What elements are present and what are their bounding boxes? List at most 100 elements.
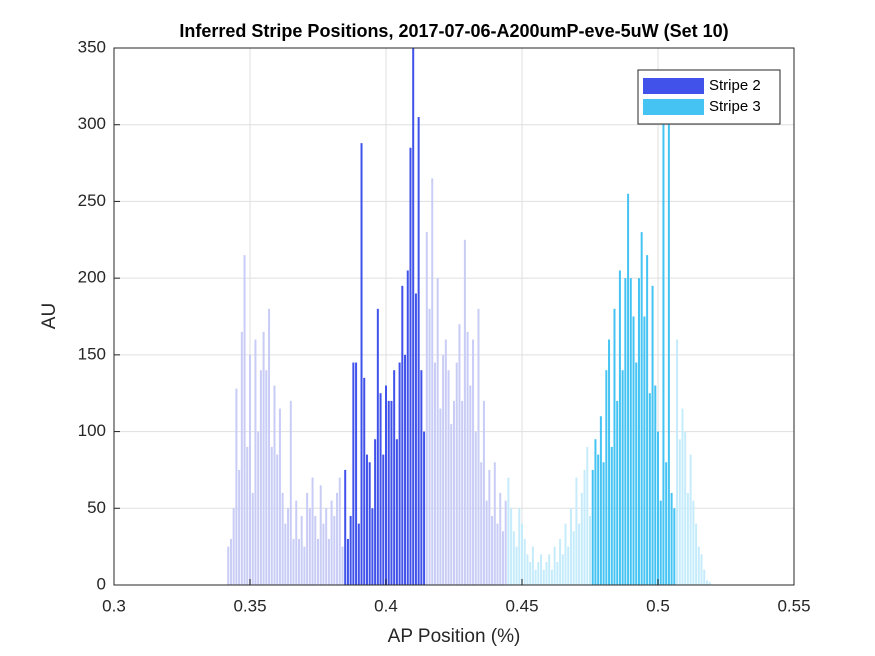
bar	[559, 538, 562, 585]
x-tick-label: 0.45	[505, 596, 538, 615]
bar	[466, 331, 469, 585]
bar	[708, 581, 711, 585]
bar	[684, 431, 687, 585]
bar	[472, 339, 475, 585]
bar	[496, 523, 499, 585]
bar	[692, 500, 695, 585]
bar	[401, 285, 404, 585]
bar	[695, 523, 698, 585]
bar	[436, 278, 439, 585]
bar	[387, 400, 390, 585]
y-tick-label: 150	[78, 344, 106, 363]
bar	[265, 370, 268, 585]
bar	[317, 538, 319, 585]
bar	[518, 508, 521, 585]
bar	[670, 492, 673, 585]
bar	[327, 538, 330, 585]
bar	[635, 362, 638, 585]
bar	[605, 370, 608, 585]
bar	[491, 515, 494, 585]
bar	[368, 462, 371, 585]
bar	[681, 408, 684, 585]
bar	[439, 408, 442, 585]
bar	[608, 339, 611, 585]
axes-box	[113, 47, 795, 586]
bar	[374, 439, 377, 585]
bar	[482, 400, 485, 585]
bar	[589, 515, 591, 585]
bar	[355, 362, 358, 585]
bar	[501, 531, 504, 585]
x-tick-label: 0.35	[233, 596, 266, 615]
bar	[480, 462, 483, 585]
bar	[469, 385, 472, 585]
bar	[686, 492, 689, 585]
bar	[689, 454, 692, 585]
bar	[572, 531, 575, 585]
bar	[553, 546, 556, 585]
bar	[385, 385, 387, 585]
bar	[510, 508, 513, 585]
bar	[678, 439, 681, 585]
bar	[542, 569, 545, 585]
bar	[504, 500, 507, 585]
bar	[575, 477, 578, 585]
bar	[412, 48, 415, 585]
bar	[673, 508, 676, 585]
bar	[569, 508, 572, 585]
bar	[507, 477, 510, 585]
bar	[357, 523, 360, 585]
x-tick-label: 0.4	[374, 596, 398, 615]
bar	[540, 554, 543, 585]
bar	[621, 370, 624, 585]
bar	[594, 439, 597, 585]
bar	[311, 477, 314, 585]
y-tick-label: 350	[78, 37, 106, 56]
bar	[616, 400, 619, 585]
bar	[455, 362, 458, 585]
legend-label: Stripe 2	[709, 77, 761, 94]
bar	[534, 569, 537, 585]
bar	[406, 270, 409, 585]
bar	[564, 523, 567, 585]
bar	[463, 239, 466, 586]
bar	[240, 331, 243, 585]
bar	[447, 370, 450, 585]
bar	[624, 278, 627, 585]
y-tick-label: 250	[78, 191, 106, 210]
bar	[561, 554, 564, 585]
bar	[627, 193, 630, 585]
x-tick-label: 0.55	[777, 596, 810, 615]
x-tick-label: 0.3	[102, 596, 126, 615]
bar	[235, 388, 238, 585]
bar	[431, 178, 434, 585]
bar	[550, 569, 553, 585]
bar	[521, 523, 523, 585]
bar	[393, 370, 396, 585]
bar	[425, 232, 428, 585]
bar	[341, 546, 344, 585]
bar	[515, 546, 518, 585]
bar	[485, 500, 488, 585]
bar	[705, 580, 708, 585]
bar	[295, 500, 298, 585]
legend-swatch	[643, 78, 704, 94]
bar	[450, 423, 453, 585]
bar	[229, 538, 232, 585]
bar	[395, 439, 398, 585]
bar	[314, 515, 317, 585]
bar	[281, 492, 284, 585]
bar	[676, 339, 679, 585]
bar	[376, 308, 379, 585]
bar	[602, 462, 605, 585]
bar	[409, 147, 412, 585]
bar	[287, 508, 290, 585]
bar	[583, 469, 586, 585]
bar	[284, 523, 287, 585]
bar	[629, 278, 632, 585]
bar	[352, 362, 355, 585]
bar	[433, 362, 436, 585]
bar	[306, 492, 309, 585]
legend-swatch	[643, 99, 704, 115]
bar	[363, 377, 366, 585]
